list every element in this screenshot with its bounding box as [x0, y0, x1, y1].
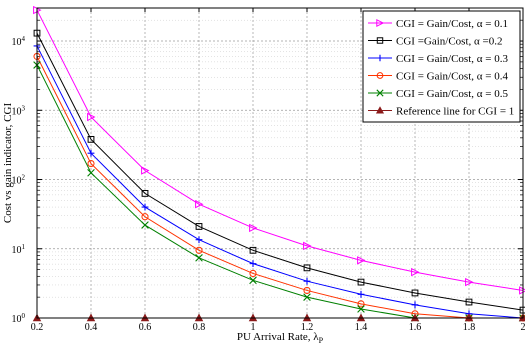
- data-point: [87, 135, 95, 143]
- legend-entry: CGI = Gain/Cost, α = 0.1: [368, 18, 508, 30]
- data-point: [87, 160, 95, 168]
- data-point: [249, 246, 257, 254]
- data-point: [376, 54, 384, 62]
- data-point: [249, 223, 258, 233]
- plot-frame: [36, 7, 524, 319]
- y-tick-exponent: 1: [22, 243, 26, 251]
- data-point: [376, 37, 384, 44]
- data-point: [465, 277, 474, 287]
- legend-label: CGI = Gain/Cost, α = 0.3: [396, 53, 508, 65]
- data-point: [375, 106, 385, 114]
- data-point: [249, 260, 257, 268]
- data-point: [357, 278, 365, 286]
- legend: CGI = Gain/Cost, α = 0.1 CGI =Gain/Cost, …: [362, 10, 521, 123]
- legend-entry: Reference line for CGI = 1: [368, 106, 514, 118]
- x-tick-label: 1.8: [463, 322, 476, 333]
- data-point: [357, 300, 365, 308]
- data-point: [87, 112, 96, 122]
- data-point: [376, 72, 384, 79]
- data-point: [465, 298, 473, 306]
- data-point: [376, 89, 384, 97]
- data-point: [357, 256, 366, 265]
- legend-entry: CGI = Gain/Cost, α = 0.3: [368, 53, 508, 65]
- x-tick-label: 1.6: [409, 322, 422, 333]
- x-tick-label: 2: [521, 322, 525, 333]
- y-tick-label: 104: [12, 35, 26, 48]
- data-point: [411, 289, 419, 297]
- data-point: [195, 199, 204, 209]
- x-tick-label: 1.4: [355, 322, 368, 333]
- legend-entry: CGI =Gain/Cost, α =0.2: [368, 36, 502, 48]
- data-point: [303, 241, 312, 251]
- y-axis-label: Cost vs gain indicator, CGI: [2, 103, 14, 224]
- data-point: [141, 213, 149, 221]
- x-tick-label: 0.6: [139, 322, 152, 333]
- x-tick-label: 1.2: [301, 322, 314, 333]
- x-tick-label: 1: [251, 322, 256, 333]
- series-line: [36, 45, 524, 319]
- legend-label: CGI = Gain/Cost, α = 0.1: [396, 18, 508, 30]
- x-axis-label: PU Arrival Rate, λP: [237, 331, 324, 345]
- legend-label: CGI =Gain/Cost, α =0.2: [396, 36, 502, 48]
- x-tick-label: 0.4: [85, 322, 98, 333]
- data-point: [411, 301, 419, 309]
- data-point: [357, 290, 365, 298]
- legend-entry: CGI = Gain/Cost, α = 0.5: [368, 88, 508, 100]
- data-point: [303, 277, 311, 285]
- x-tick-label: 0.8: [193, 322, 206, 333]
- data-point: [195, 223, 203, 230]
- series-line: [36, 32, 524, 311]
- x-axis-label-subscript: P: [319, 336, 324, 345]
- data-point: [195, 246, 203, 254]
- y-tick-label: 101: [12, 243, 26, 256]
- data-point: [303, 286, 311, 295]
- y-tick-exponent: 3: [22, 104, 26, 112]
- axis-labels: PU Arrival Rate, λP Cost vs gain indicat…: [2, 103, 324, 345]
- data-point: [141, 221, 149, 229]
- legend-label: CGI = Gain/Cost, α = 0.4: [396, 71, 508, 83]
- x-tick-label: 0.2: [31, 322, 44, 333]
- data-point: [303, 293, 311, 301]
- y-tick-label: 100: [12, 312, 26, 325]
- data-point: [195, 236, 203, 244]
- x-axis-label-text: PU Arrival Rate, λ: [237, 331, 319, 343]
- series-2: [33, 29, 525, 314]
- y-tick-exponent: 0: [22, 312, 26, 320]
- data-point: [141, 203, 149, 211]
- series-line: [36, 9, 524, 291]
- series-line: [36, 56, 523, 319]
- legend-box: [362, 10, 521, 123]
- legend-entry: CGI = Gain/Cost, α = 0.4: [368, 71, 508, 83]
- data-point: [141, 190, 149, 197]
- legend-label: CGI = Gain/Cost, α = 0.5: [396, 88, 508, 100]
- legend-label: Reference line for CGI = 1: [396, 106, 514, 118]
- data-point: [411, 267, 420, 277]
- data-point: [303, 264, 311, 272]
- data-point: [376, 18, 385, 28]
- data-point: [141, 166, 150, 175]
- data-point: [249, 276, 257, 285]
- y-tick-exponent: 4: [22, 35, 26, 43]
- data-point: [87, 149, 95, 157]
- y-tick-exponent: 2: [22, 174, 26, 182]
- data-point: [357, 305, 365, 313]
- data-point: [249, 269, 257, 278]
- data-point: [87, 169, 95, 177]
- data-point: [195, 254, 203, 262]
